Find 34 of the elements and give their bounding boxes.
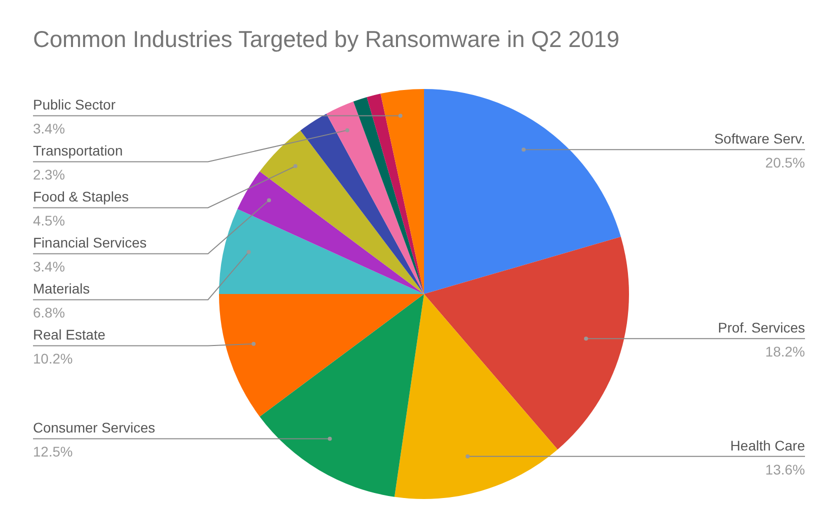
slice-label: Software Serv. — [714, 130, 805, 147]
pie-slice — [366, 94, 424, 294]
slice-label: Materials — [33, 280, 90, 297]
data-label: 3.4% — [33, 258, 65, 275]
slice-label: Prof. Services — [718, 320, 805, 336]
pie-slice — [219, 294, 424, 417]
pie-slice — [219, 209, 424, 294]
data-label: 18.2% — [765, 344, 805, 360]
chart-title: Common Industries Targeted by Ransomware in Q2 2019 — [33, 26, 620, 53]
slice-label: Public Sector — [33, 96, 116, 113]
pie-slice — [424, 236, 629, 450]
pie-slice — [424, 89, 621, 294]
pie-slice — [380, 89, 424, 294]
data-label: 10.2% — [33, 350, 73, 367]
slice-label: Consumer Services — [33, 420, 156, 436]
data-label: 2.3% — [33, 166, 65, 183]
data-label: 20.5% — [765, 154, 805, 171]
pie-slice — [326, 102, 424, 294]
pie-slice — [237, 171, 424, 294]
data-label: 13.6% — [765, 461, 805, 478]
data-label: 4.5% — [33, 212, 65, 229]
slice-label: Food & Staples — [33, 188, 129, 205]
slice-label: Real Estate — [33, 326, 106, 343]
slice-label: Financial Services — [33, 234, 147, 251]
slice-label: Transportation — [33, 142, 123, 159]
pie-slice — [394, 294, 558, 499]
pie-slice — [300, 114, 424, 294]
pie-slice — [260, 130, 424, 294]
pie-slice — [353, 97, 424, 294]
pie-slice — [260, 294, 424, 497]
data-label: 3.4% — [33, 120, 65, 137]
data-label: 6.8% — [33, 304, 65, 321]
slice-label: Health Care — [730, 437, 806, 454]
data-label: 12.5% — [33, 444, 73, 460]
